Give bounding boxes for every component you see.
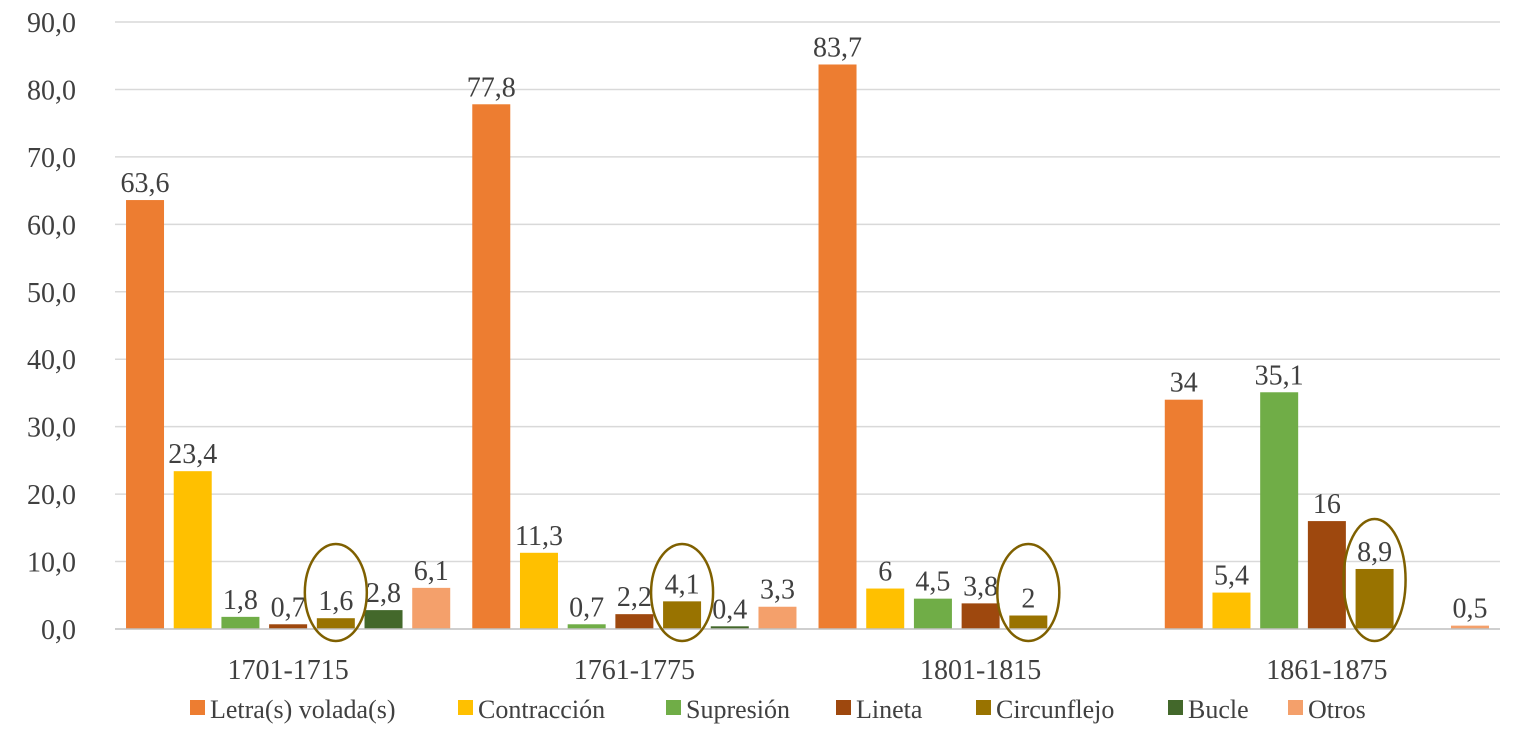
data-label: 0,7: [271, 592, 306, 623]
bar-bucle: [710, 626, 749, 629]
data-label: 83,7: [813, 32, 862, 63]
bar-lineta: [269, 624, 308, 629]
legend-label-circunflejo: Circunflejo: [996, 695, 1114, 724]
data-label: 63,6: [121, 168, 170, 199]
bar-circunflejo: [663, 601, 702, 629]
data-label: 11,3: [515, 521, 563, 552]
data-label: 5,4: [1214, 561, 1249, 592]
data-label: 4,1: [665, 569, 700, 600]
legend: Letra(s) volada(s) Contracción Supresión Li…: [190, 695, 1366, 724]
bars: [126, 64, 1489, 630]
y-tick-label: 50,0: [27, 278, 76, 309]
data-label: 4,5: [915, 567, 950, 598]
y-tick-label: 20,0: [27, 480, 76, 511]
data-label: 6: [878, 557, 892, 588]
bar-otros: [1450, 625, 1489, 629]
legend-swatch-circunflejo: [976, 700, 991, 715]
legend-swatch-otros: [1288, 700, 1303, 715]
legend-label-letra-s-volada-s: Letra(s) volada(s): [210, 695, 396, 724]
bar-circunflejo: [1009, 615, 1048, 629]
bar-contracci-n: [1212, 592, 1251, 629]
bar-contracci-n: [173, 471, 212, 629]
data-label: 8,9: [1357, 537, 1392, 568]
y-axis-ticks: 0,0 10,0 20,0 30,0 40,0 50,0 60,0 70,0 80,0 90,0: [27, 8, 76, 646]
highlight-ellipse: [996, 542, 1061, 643]
bar-bucle: [364, 610, 403, 629]
data-label: 0,7: [569, 592, 604, 623]
data-label: 0,4: [712, 594, 747, 625]
data-label: 2: [1021, 584, 1035, 615]
data-label: 1,6: [318, 586, 353, 617]
bar-circunflejo: [316, 618, 355, 629]
data-label: 77,8: [467, 72, 516, 103]
bar-letra-s-volada-s: [818, 64, 857, 630]
bar-letra-s-volada-s: [1164, 399, 1203, 629]
legend-swatch-contracci-n: [458, 700, 473, 715]
bar-letra-s-volada-s: [472, 104, 511, 629]
y-tick-label: 40,0: [27, 345, 76, 376]
data-label: 35,1: [1255, 360, 1304, 391]
x-category-label: 1701-1715: [227, 655, 348, 686]
legend-swatch-bucle: [1168, 700, 1183, 715]
y-tick-label: 60,0: [27, 210, 76, 241]
legend-swatch-supresi-n: [666, 700, 681, 715]
bar-contracci-n: [519, 552, 558, 629]
data-label: 3,8: [963, 571, 998, 602]
bar-otros: [412, 587, 451, 629]
legend-label-lineta: Lineta: [856, 695, 923, 724]
data-label: 23,4: [168, 439, 217, 470]
data-labels: 63,6 77,8 83,7 34 23,4 11,3 6 5,4 1,8 0,7 4,5 35,1 0…: [121, 32, 1488, 625]
y-tick-label: 0,0: [41, 615, 76, 646]
legend-label-otros: Otros: [1308, 695, 1366, 724]
bar-letra-s-volada-s: [126, 200, 165, 629]
bar-contracci-n: [866, 588, 905, 629]
highlight-ellipse: [649, 542, 715, 643]
y-tick-label: 90,0: [27, 8, 76, 39]
highlight-ellipse: [303, 542, 369, 643]
x-category-label: 1861-1875: [1266, 655, 1387, 686]
legend-label-supresi-n: Supresión: [686, 695, 790, 724]
legend-swatch-letra-s-volada-s: [190, 700, 205, 715]
x-category-label: 1761-1775: [574, 655, 695, 686]
y-tick-label: 70,0: [27, 143, 76, 174]
bar-supresi-n: [1260, 392, 1299, 629]
bar-supresi-n: [567, 624, 606, 629]
data-label: 16: [1313, 489, 1341, 520]
y-tick-label: 30,0: [27, 413, 76, 444]
highlight-ellipse: [1342, 517, 1407, 643]
legend-swatch-lineta: [836, 700, 851, 715]
x-axis-categories: 1701-1715 1761-1775 1801-1815 1861-1875: [227, 655, 1387, 686]
data-label: 2,2: [617, 582, 652, 613]
y-tick-label: 80,0: [27, 75, 76, 106]
bar-lineta: [961, 603, 1000, 629]
y-tick-label: 10,0: [27, 548, 76, 579]
data-label: 34: [1170, 368, 1198, 399]
data-label: 3,3: [760, 575, 795, 606]
legend-label-bucle: Bucle: [1188, 695, 1249, 724]
bar-circunflejo: [1355, 568, 1394, 629]
data-label: 2,8: [366, 578, 401, 609]
bar-supresi-n: [913, 598, 952, 629]
legend-label-contracci-n: Contracción: [478, 695, 605, 724]
bar-otros: [758, 606, 797, 629]
x-category-label: 1801-1815: [920, 655, 1041, 686]
highlight-ellipses: [303, 517, 1407, 643]
data-label: 0,5: [1452, 594, 1487, 625]
bar-supresi-n: [221, 616, 260, 629]
data-label: 1,8: [223, 585, 258, 616]
data-label: 6,1: [414, 556, 449, 587]
bar-lineta: [1307, 521, 1346, 629]
gridlines: [115, 21, 1500, 563]
bar-lineta: [615, 614, 654, 629]
